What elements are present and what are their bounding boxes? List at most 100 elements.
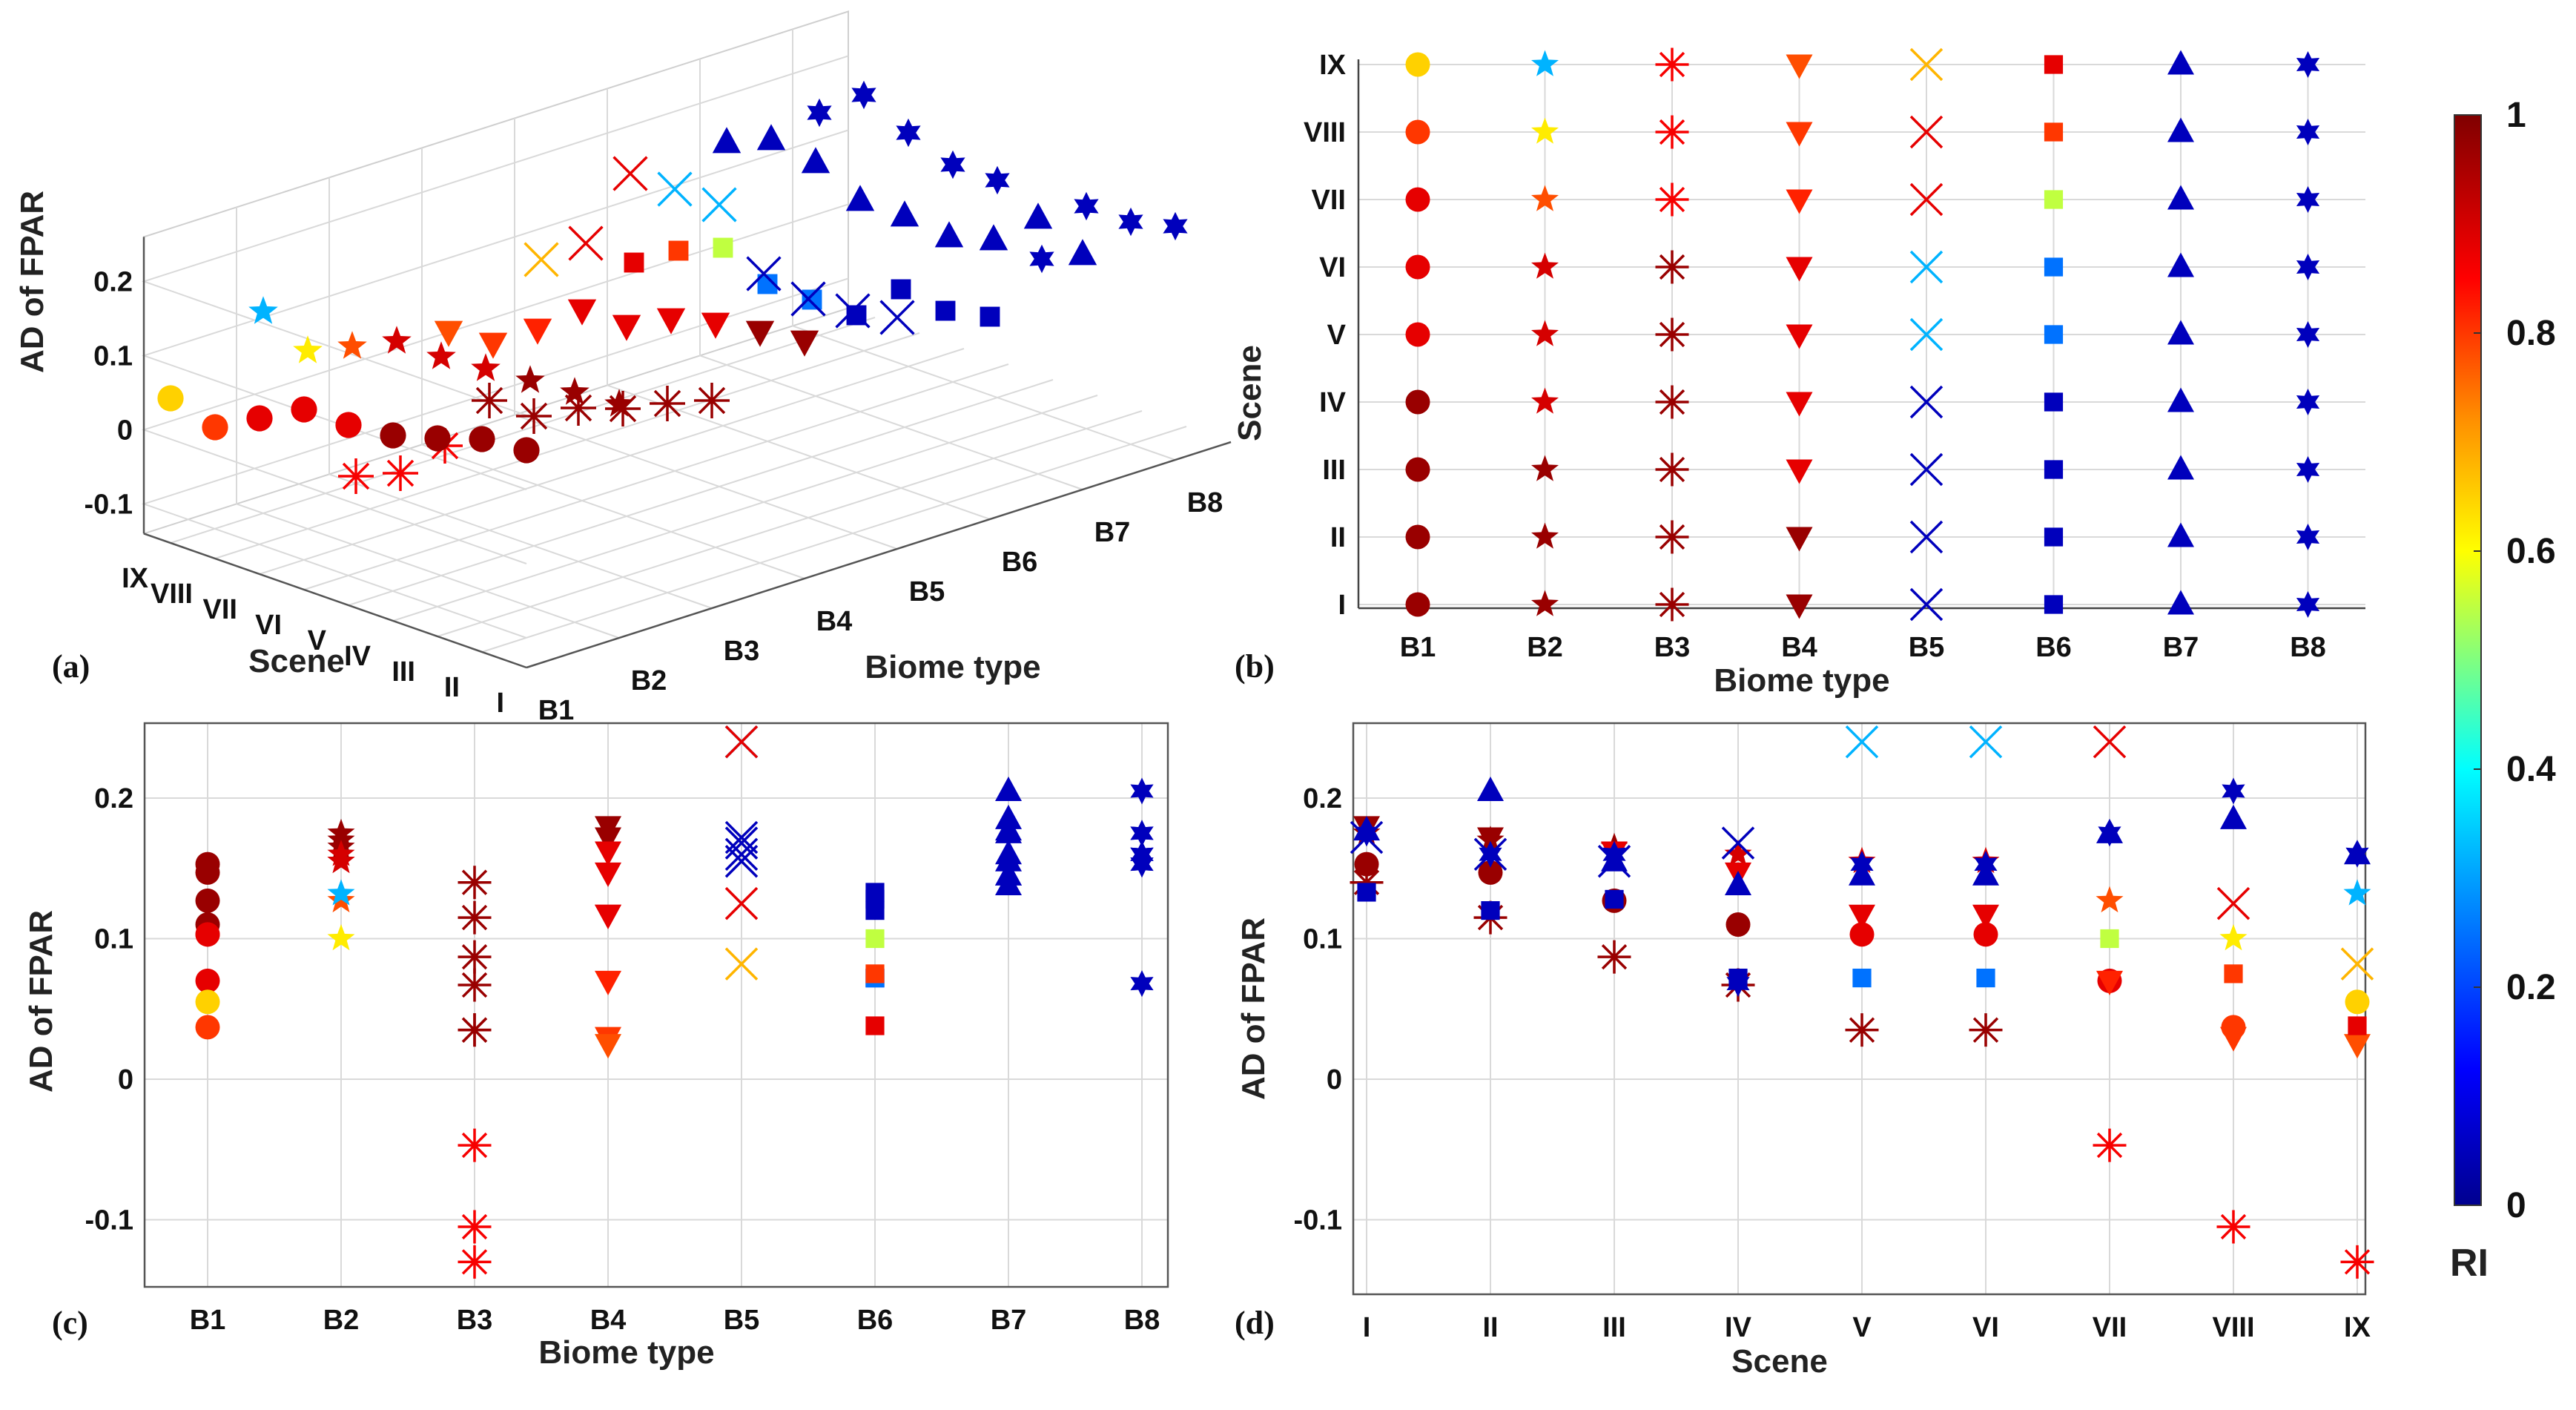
panel-a-scene-tick: III <box>392 656 415 688</box>
panel-a-point <box>560 377 589 405</box>
panel-b-y-tick: I <box>1338 590 1346 621</box>
colorbar-gradient <box>2454 114 2482 1206</box>
panel-d-point <box>1852 968 1872 988</box>
panel-a-point <box>701 187 737 223</box>
panel-b-point <box>2296 186 2320 213</box>
panel-c-point <box>724 837 759 872</box>
panel-c-x-tick: B5 <box>724 1305 760 1336</box>
panel-a-point <box>890 200 919 227</box>
panel-b-point <box>1531 590 1559 616</box>
panel-b-y-axis-label: Scene <box>1232 345 1268 441</box>
panel-d-point <box>2216 1210 2250 1244</box>
panel-b-point <box>1405 322 1430 347</box>
panel-b-point <box>2296 119 2320 145</box>
panel-b-point <box>2044 595 2064 614</box>
panel-c-point <box>1130 820 1154 847</box>
panel-a-point <box>712 127 742 154</box>
panel-d-x-tick: V <box>1852 1312 1872 1343</box>
panel-a-x-tick: B1 <box>538 695 575 726</box>
panel-b-point <box>1405 187 1430 212</box>
panel-b-markers <box>1405 47 2320 622</box>
panel-b-point <box>1909 47 1943 82</box>
panel-a-scene-tick: VI <box>255 610 282 641</box>
panel-b-point <box>2296 456 2320 483</box>
panel-a-point <box>802 289 822 310</box>
panel-c-point <box>865 1016 885 1035</box>
panel-b-point <box>1405 457 1430 482</box>
panel-d-point <box>2098 820 2121 847</box>
panel-d-y-tick: 0 <box>1327 1064 1342 1096</box>
panel-d-point <box>2219 924 2248 951</box>
panel-b-point <box>2167 320 2194 345</box>
panel-d-point <box>2345 840 2369 868</box>
panel-a-point <box>807 98 832 128</box>
panel-c-point <box>327 924 355 951</box>
panel-a-point <box>624 252 644 273</box>
panel-c-x-tick: B2 <box>323 1305 360 1336</box>
panel-b-point <box>1786 324 1813 349</box>
colorbar-ticks: 0 0.2 0.4 0.6 0.8 1 <box>2474 96 2556 1225</box>
panel-b-point <box>2296 591 2320 618</box>
panel-d-gridlines <box>1352 722 2367 1296</box>
panel-b-point <box>1786 257 1813 282</box>
panel-c-point <box>195 922 220 947</box>
panel-b-point <box>1405 52 1430 77</box>
panel-c-point <box>458 1210 492 1244</box>
panel-b-point <box>1655 47 1689 82</box>
panel-c-y-tick: -0.1 <box>85 1205 133 1236</box>
panel-b-y-tick: VII <box>1312 185 1346 216</box>
panel-c-x-tick: B1 <box>190 1305 226 1336</box>
panel-c-point <box>327 879 355 906</box>
panel-a-point <box>380 422 406 449</box>
panel-d-point <box>2348 1016 2367 1035</box>
colorbar-tick: 0.4 <box>2506 750 2556 789</box>
panel-d-point <box>1974 851 1998 878</box>
panel-a-point <box>248 296 278 324</box>
panel-d-tick-labels: I II III IV V VI VII VIII IX-0.100.10.2 <box>1294 783 2371 1343</box>
panel-d-point <box>1849 922 1875 947</box>
panel-b-y-tick: VIII <box>1304 117 1346 148</box>
panel-a-3d-scatter: B1B2B3B4B5B6B7B8IIIIIIIVVVIVIIVIIIIX-0.1… <box>14 10 1232 726</box>
panel-b-point <box>1405 254 1430 280</box>
panel-a-x-tick: B7 <box>1094 517 1131 548</box>
panel-b-point <box>2167 387 2194 412</box>
panel-d-point <box>1605 889 1624 909</box>
panel-b-x-tick: B7 <box>2163 632 2199 663</box>
panel-b-point <box>1655 182 1689 217</box>
panel-d-point <box>2343 879 2371 906</box>
panel-b-point <box>1655 250 1689 284</box>
panel-d-point <box>2093 725 2127 759</box>
panel-b-point <box>2296 51 2320 78</box>
panel-c-point <box>458 900 492 935</box>
panel-c-point <box>458 1128 492 1162</box>
panel-c-y-tick: 0 <box>118 1064 133 1096</box>
colorbar-tick: 0 <box>2506 1186 2526 1225</box>
panel-b-point <box>1786 122 1813 147</box>
panel-c-y-axis-label: AD of FPAR <box>23 910 59 1093</box>
panel-b-point <box>1786 392 1813 417</box>
panel-b-point <box>2167 455 2194 480</box>
panel-b-x-axis-label: Biome type <box>1714 662 1889 699</box>
panel-a-scene-tick: VIII <box>151 579 193 610</box>
panel-a-point <box>291 396 317 423</box>
panel-d-point <box>2224 964 2243 984</box>
panel-a-point <box>1068 239 1097 266</box>
panel-d-x-axis-label: Scene <box>1731 1343 1828 1380</box>
panel-c-point <box>1130 840 1154 868</box>
panel-a-point <box>561 390 596 426</box>
panel-b-point <box>1531 252 1559 279</box>
panel-b-x-tick: B4 <box>1781 632 1817 663</box>
panel-b-point <box>1786 594 1813 619</box>
panel-a-axes-box <box>141 10 1232 669</box>
panel-d-point <box>1725 912 1751 938</box>
panel-a-scene-tick: IV <box>344 641 371 672</box>
panel-c-point <box>995 804 1022 829</box>
panel-a-scene-tick: I <box>496 688 504 719</box>
panel-a-point <box>335 412 362 438</box>
panel-b-point <box>2044 190 2064 209</box>
panel-b-point <box>1909 385 1943 419</box>
panel-c-point <box>995 840 1022 865</box>
panel-a-point <box>746 256 782 291</box>
panel-b-point <box>1655 452 1689 487</box>
